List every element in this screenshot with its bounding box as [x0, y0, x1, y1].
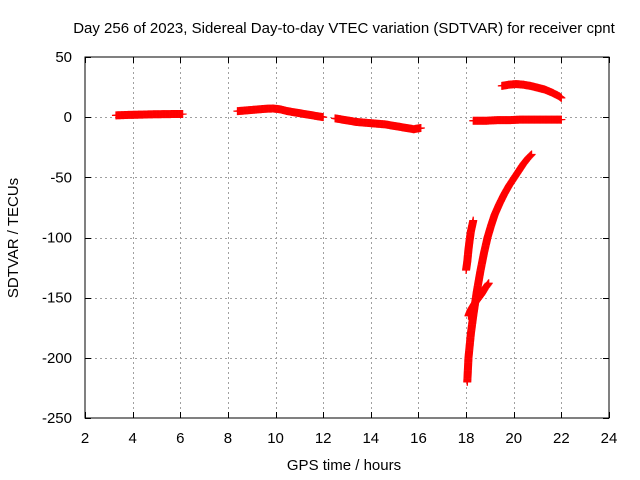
y-tick-label: 50 [55, 49, 72, 66]
series-arc-6 [462, 216, 478, 274]
series-arc-3 [331, 114, 425, 134]
series-arc-4 [469, 115, 566, 125]
data-point [557, 115, 566, 124]
y-axis-tick-labels: -250 -200 -150 -100 -50 0 50 [42, 49, 72, 427]
y-tick-label: -100 [42, 230, 72, 247]
x-axis-tick-labels: 2 4 6 8 10 12 14 16 18 20 22 24 [81, 430, 618, 447]
x-axis-label: GPS time / hours [287, 457, 401, 474]
y-axis-label: SDTVAR / TECUs [5, 178, 22, 298]
data-point [557, 93, 566, 102]
series-arc-7 [463, 150, 536, 386]
x-tick-label: 20 [505, 430, 522, 447]
series-arc-2 [233, 104, 328, 122]
data-points [111, 80, 566, 386]
data-point [178, 110, 187, 119]
series-arc-5 [497, 80, 566, 102]
x-tick-label: 2 [81, 430, 89, 447]
data-point [484, 279, 493, 288]
x-tick-label: 14 [362, 430, 379, 447]
x-tick-label: 16 [410, 430, 427, 447]
chart-title: Day 256 of 2023, Sidereal Day-to-day VTE… [73, 20, 615, 37]
y-tick-label: 0 [64, 109, 72, 126]
series-arc-8 [464, 279, 493, 320]
y-tick-label: -50 [50, 169, 72, 186]
x-tick-label: 10 [267, 430, 284, 447]
y-tick-label: -200 [42, 350, 72, 367]
y-tick-label: -250 [42, 410, 72, 427]
x-tick-label: 24 [601, 430, 618, 447]
x-tick-label: 18 [458, 430, 475, 447]
x-tick-label: 8 [224, 430, 232, 447]
axis-ticks [85, 57, 610, 419]
y-tick-label: -150 [42, 290, 72, 307]
data-point [469, 216, 478, 225]
x-tick-label: 6 [176, 430, 184, 447]
x-tick-label: 22 [553, 430, 570, 447]
plot-frame [84, 56, 610, 419]
x-tick-label: 4 [128, 430, 136, 447]
data-point [416, 123, 425, 132]
data-point [319, 113, 328, 122]
data-point [527, 150, 536, 159]
series-arc-1 [111, 110, 187, 120]
x-tick-label: 12 [315, 430, 332, 447]
